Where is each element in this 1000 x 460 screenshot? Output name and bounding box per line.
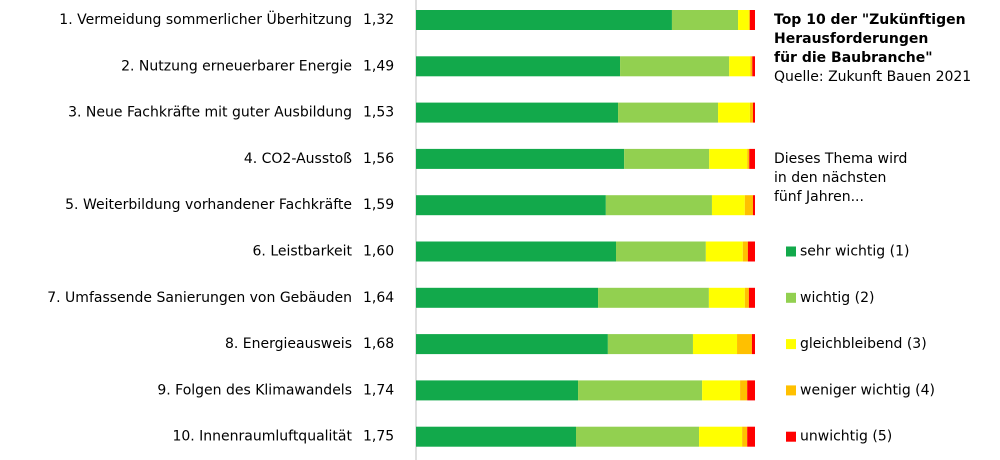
bar-segment	[416, 241, 617, 262]
legend-label: wichtig (2)	[800, 290, 874, 306]
bar-segment	[416, 195, 606, 216]
bar-segment	[751, 334, 755, 355]
bar-segment	[618, 102, 719, 123]
category-label: 2. Nutzung erneuerbarer Energie	[121, 58, 352, 74]
category-label: 6. Leistbarkeit	[253, 244, 353, 260]
legend-swatch	[786, 339, 796, 350]
bar-segment	[605, 195, 712, 216]
legend-label: gleichbleibend (3)	[800, 336, 927, 352]
bar-segment	[747, 380, 755, 401]
category-label: 3. Neue Fachkräfte mit guter Ausbildung	[68, 105, 352, 121]
bar-segment	[711, 195, 745, 216]
category-label: 7. Umfassende Sanierungen von Gebäuden	[47, 290, 352, 306]
bar-segment	[747, 426, 755, 447]
bar-segment	[742, 426, 748, 447]
bar-segment	[749, 102, 753, 123]
bar-segment	[671, 10, 739, 30]
category-label: 1. Vermeidung sommerlicher Überhitzung	[59, 10, 352, 28]
bar-segment	[752, 102, 755, 123]
bar-segment	[416, 287, 599, 308]
bar-segment	[416, 10, 672, 30]
legend-swatch	[786, 431, 796, 442]
score-label: 1,49	[363, 58, 394, 74]
bar-segment	[416, 148, 625, 169]
bar-segment	[416, 102, 619, 123]
score-label: 1,59	[363, 197, 394, 213]
bar-segment	[729, 56, 751, 77]
category-label: 4. CO2-Ausstoß	[244, 151, 352, 167]
subtitle: fünf Jahren...	[774, 189, 864, 205]
bar-segment	[749, 148, 755, 169]
category-label: 9. Folgen des Klimawandels	[157, 382, 352, 398]
bar-segment	[416, 56, 621, 77]
bar-segment	[576, 426, 700, 447]
bar-segment	[709, 148, 748, 169]
bar-segment	[607, 334, 693, 355]
bar-segment	[578, 380, 703, 401]
category-label: 10. Innenraumluftqualität	[172, 429, 352, 445]
category-label: 5. Weiterbildung vorhandener Fachkräfte	[65, 197, 352, 213]
bar-segment	[748, 287, 755, 308]
legend-label: weniger wichtig (4)	[800, 382, 935, 398]
score-label: 1,68	[363, 336, 394, 352]
bar-segment	[740, 380, 748, 401]
bar-segment	[708, 287, 745, 308]
bar-segment	[742, 241, 748, 262]
score-label: 1,60	[363, 244, 394, 260]
score-label: 1,75	[363, 429, 394, 445]
bar-segment	[705, 241, 743, 262]
score-label: 1,56	[363, 151, 394, 167]
subtitle: Dieses Thema wird	[774, 151, 907, 167]
score-label: 1,53	[363, 105, 394, 121]
subtitle: in den nächsten	[774, 170, 886, 186]
bar-segment	[598, 287, 709, 308]
legend-label: unwichtig (5)	[800, 429, 892, 445]
bar-segment	[616, 241, 706, 262]
bar-segment	[737, 334, 752, 355]
score-label: 1,32	[363, 12, 394, 28]
bar-segment	[416, 380, 579, 401]
bar-segment	[750, 56, 753, 77]
legend-label: sehr wichtig (1)	[800, 244, 909, 260]
chart-title: Top 10 der "Zukünftigen	[774, 12, 966, 28]
bar-segment	[749, 10, 755, 30]
chart-title: für die Baubranche"	[774, 50, 933, 66]
bar-segment	[624, 148, 710, 169]
bar-segment	[692, 334, 738, 355]
bar-segment	[752, 56, 755, 77]
score-label: 1,64	[363, 290, 394, 306]
bar-segment	[718, 102, 750, 123]
bar-segment	[747, 148, 750, 169]
source: Quelle: Zukunft Bauen 2021	[774, 69, 971, 85]
chart-title: Herausforderungen	[774, 31, 928, 47]
bar-segment	[748, 10, 750, 30]
bar-segment	[744, 195, 753, 216]
category-label: 8. Energieausweis	[225, 336, 352, 352]
bar-segment	[620, 56, 730, 77]
legend-swatch	[786, 385, 796, 396]
bar-segment	[699, 426, 743, 447]
score-label: 1,74	[363, 382, 394, 398]
bar-segment	[738, 10, 749, 30]
legend-swatch	[786, 292, 796, 303]
bar-segment	[416, 334, 608, 355]
bar-segment	[702, 380, 741, 401]
bar-segment	[747, 241, 755, 262]
bar-segment	[752, 195, 755, 216]
bar-segment	[744, 287, 749, 308]
bar-segment	[416, 426, 577, 447]
legend-swatch	[786, 246, 796, 257]
